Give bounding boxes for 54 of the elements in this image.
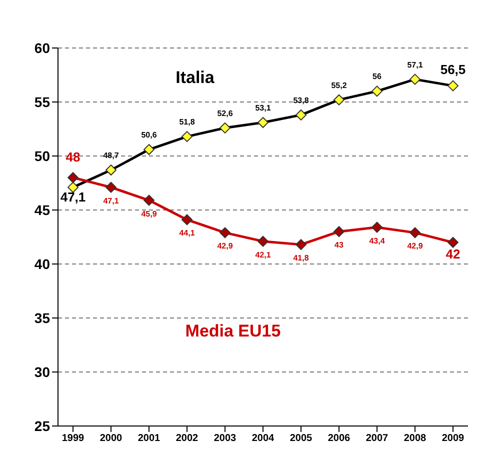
point xyxy=(106,182,116,193)
x-tick-label: 2007 xyxy=(366,433,389,444)
data-label: 56 xyxy=(372,72,382,82)
y-tick-label: 45 xyxy=(34,202,50,218)
x-tick-label: 2000 xyxy=(100,433,123,444)
data-label: 42 xyxy=(446,246,460,262)
data-label: 47,1 xyxy=(60,189,86,204)
data-label: 53,8 xyxy=(293,96,310,105)
x-tick-label: 2004 xyxy=(252,433,275,444)
point xyxy=(372,222,382,233)
point xyxy=(448,236,458,248)
point xyxy=(258,236,268,247)
data-label: 56,5 xyxy=(440,62,466,77)
data-label: 52,6 xyxy=(217,108,234,118)
x-tick-label: 2006 xyxy=(328,433,351,444)
text: Italia xyxy=(176,68,215,87)
y-tick-label: 40 xyxy=(34,256,50,272)
y-tick-label: 25 xyxy=(34,418,50,434)
data-label: 41,8 xyxy=(293,254,310,263)
y-tick-label: 30 xyxy=(34,364,50,380)
data-label: 50,6 xyxy=(141,130,158,140)
point xyxy=(334,226,344,238)
x-tick-label: 2008 xyxy=(404,433,427,444)
point xyxy=(182,214,192,226)
y-tick-label: 55 xyxy=(34,94,50,110)
data-label: 42,9 xyxy=(217,242,234,251)
data-label: 43,4 xyxy=(369,236,386,246)
data-label: 57,1 xyxy=(407,60,424,70)
point xyxy=(296,239,306,250)
point xyxy=(144,194,154,206)
data-label: 48 xyxy=(66,150,80,165)
y-tick-label: 60 xyxy=(34,40,50,56)
data-label: 53,1 xyxy=(255,104,272,113)
x-tick-label: 2003 xyxy=(214,433,237,444)
y-tick-label: 50 xyxy=(34,148,50,164)
data-label: 42,9 xyxy=(407,242,424,251)
data-label: 45,9 xyxy=(141,209,158,218)
point xyxy=(410,227,420,238)
x-tick-label: 2002 xyxy=(176,433,199,444)
data-label: 42,1 xyxy=(255,250,272,260)
point xyxy=(220,227,230,238)
data-label: 43 xyxy=(334,240,344,250)
data-label: 55,2 xyxy=(331,80,348,90)
x-tick-label: 2005 xyxy=(290,433,313,444)
data-label: 47,1 xyxy=(103,196,120,206)
text: Media EU15 xyxy=(185,321,281,340)
x-tick-label: 1999 xyxy=(62,433,85,444)
data-label: 51,8 xyxy=(179,118,196,127)
data-label: 44,1 xyxy=(179,228,196,238)
x-tick-label: 2001 xyxy=(138,433,161,444)
point xyxy=(68,172,78,184)
y-tick-label: 35 xyxy=(34,310,50,326)
data-label: 48,7 xyxy=(103,151,120,160)
x-tick-label: 2009 xyxy=(442,433,465,444)
